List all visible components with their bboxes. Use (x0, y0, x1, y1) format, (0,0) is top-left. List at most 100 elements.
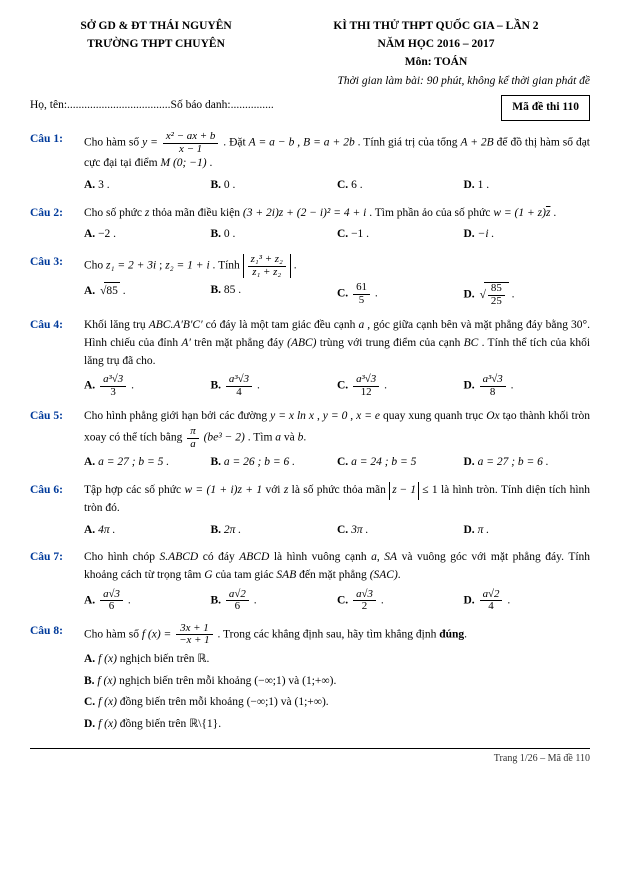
question-3: Câu 3: Cho z₁ = 2 + 3i ; z₂ = 1 + i . Tí… (30, 254, 590, 307)
q7-body: Cho hình chóp S.ABCD có đáy ABCD là hình… (84, 549, 590, 613)
q8-C3: và (278, 696, 295, 708)
q1-y: y = (142, 137, 158, 149)
q1-Bdef: B = a + 2b (303, 137, 355, 149)
q7-SAB: SAB (276, 569, 296, 581)
q8-Bdot: . (333, 675, 336, 687)
q5-B: a = 26 ; b = 6 . (224, 456, 295, 468)
q1-body: Cho hàm số y = x² − ax + bx − 1 . Đặt A … (84, 131, 590, 195)
q8-B3: và (286, 675, 303, 687)
q5-e2: y = 0 (323, 410, 348, 422)
header-left: SỞ GD & ĐT THÁI NGUYÊN TRƯỜNG THPT CHUYÊ… (30, 18, 282, 71)
q4-t1: Khối lăng trụ (84, 319, 149, 331)
q4-Adot: . (128, 380, 134, 392)
q6-A: 4π . (98, 524, 115, 536)
q6-z: z (284, 484, 288, 496)
q8-DR: ℝ\{1} (189, 718, 218, 730)
org-1: SỞ GD & ĐT THÁI NGUYÊN (80, 20, 231, 32)
q8-AR: ℝ (197, 653, 206, 665)
q4-Bd: 4 (226, 387, 252, 398)
q1-A: 3 . (98, 179, 110, 191)
question-1: Câu 1: Cho hàm số y = x² − ax + bx − 1 .… (30, 131, 590, 195)
q2-A: −2 . (98, 228, 116, 240)
q8-B4: (1;+∞) (302, 675, 333, 687)
q6-body: Tập hợp các số phức w = (1 + i)z + 1 với… (84, 482, 590, 539)
q6-absz: z − 1 (389, 482, 419, 500)
q5-t4: . Tìm (248, 432, 276, 444)
q8-Cf: f (x) (98, 696, 117, 708)
q8-dung: đúng (439, 628, 464, 640)
q5-label: Câu 5: (30, 408, 84, 472)
q2-dot: . (550, 207, 556, 219)
q3-A: 85 (104, 282, 120, 301)
q3-label: Câu 3: (30, 254, 84, 307)
q4-ABC: (ABC) (287, 337, 316, 349)
q8-Df: f (x) (98, 718, 117, 730)
q3-t1: Cho (84, 260, 106, 272)
q7-Dd: 4 (480, 601, 503, 612)
q8-fx: f (x) = (142, 628, 171, 640)
q1-dot: . (209, 157, 212, 169)
q6-B: 2π . (224, 524, 241, 536)
q3-body: Cho z₁ = 2 + 3i ; z₂ = 1 + i . Tính z₁³ … (84, 254, 590, 307)
time-note: Thời gian làm bài: 90 phút, không kể thờ… (30, 73, 590, 91)
q1-t1: Cho hàm số (84, 137, 142, 149)
q1-C: 6 . (351, 179, 363, 191)
q6-t1: Tập hợp các số phức (84, 484, 184, 496)
q7-dot: . (398, 569, 401, 581)
q7-t2: có đáy (203, 551, 240, 563)
q2-B: 0 . (224, 228, 236, 240)
q7-t1: Cho hình chóp (84, 551, 160, 563)
q5-pi: π (187, 426, 198, 438)
q7-Cd: 2 (353, 601, 376, 612)
q2-t3: . Tìm phần ảo của số phức (369, 207, 493, 219)
q8-Bf: f (x) (97, 675, 116, 687)
q4-options: A. a³√33 . B. a³√34 . C. a³√312 . D. a³√… (84, 374, 590, 398)
q4-BC: BC (464, 337, 479, 349)
q1-den: x − 1 (163, 144, 218, 155)
q4-Cd: 12 (353, 387, 379, 398)
q1-M: M (0; −1) (160, 157, 206, 169)
title-3: Môn: TOÁN (405, 56, 468, 68)
question-4: Câu 4: Khối lăng trụ ABC.A′B′C′ có đáy l… (30, 317, 590, 398)
q4-Bdot: . (254, 380, 260, 392)
q8-C1: đồng biến trên mỗi khoảng (117, 696, 247, 708)
question-5: Câu 5: Cho hình phẳng giới hạn bởi các đ… (30, 408, 590, 472)
q8-D1: đồng biến trên (117, 718, 189, 730)
q8-B2: (−∞;1) (254, 675, 285, 687)
q5-dot: . (303, 432, 306, 444)
header: SỞ GD & ĐT THÁI NGUYÊN TRƯỜNG THPT CHUYÊ… (30, 18, 590, 71)
q8-A: nghịch biến trên (117, 653, 197, 665)
q1-D: 1 . (478, 179, 490, 191)
q5-D: a = 27 ; b = 6 . (478, 456, 549, 468)
q3-Cd: 5 (353, 295, 370, 306)
q1-label: Câu 1: (30, 131, 84, 195)
q6-options: A. 4π . B. 2π . C. 3π . D. π . (84, 522, 590, 540)
q3-Cdot: . (372, 288, 378, 300)
q6-C: 3π . (351, 524, 368, 536)
q1-t2: . Đặt (223, 137, 248, 149)
q4-t2: có đáy là một tam giác đều cạnh (206, 319, 359, 331)
q8-label: Câu 8: (30, 623, 84, 734)
q1-options: A. 3 . B. 0 . C. 6 . D. 1 . (84, 177, 590, 195)
q7-t5: của tam giác (215, 569, 276, 581)
question-7: Câu 7: Cho hình chóp S.ABCD có đáy ABCD … (30, 549, 590, 613)
q5-body: Cho hình phẳng giới hạn bởi các đường y … (84, 408, 590, 472)
q5-t1: Cho hình phẳng giới hạn bởi các đường (84, 410, 270, 422)
q2-eq: (3 + 2i)z + (2 − i)² = 4 + i (243, 207, 366, 219)
q3-fden: z₁ + z₂ (248, 267, 286, 278)
q1-B: 0 . (224, 179, 236, 191)
q8-den: −x + 1 (176, 635, 212, 646)
q6-w: w = (1 + i)z + 1 (184, 484, 262, 496)
org-2: TRƯỜNG THPT CHUYÊN (87, 38, 225, 50)
exam-code-box: Mã đề thi 110 (501, 95, 590, 121)
q4-Dd: 8 (480, 387, 506, 398)
q2-options: A. −2 . B. 0 . C. −1 . D. −i . (84, 226, 590, 244)
q3-Adot: . (120, 285, 126, 297)
q4-a: a (358, 319, 364, 331)
q2-C: −1 . (351, 228, 369, 240)
q6-t2: với (265, 484, 283, 496)
q4-label: Câu 4: (30, 317, 84, 398)
q6-D: π . (478, 524, 490, 536)
q8-Cdot: . (326, 696, 329, 708)
q8-C2: (−∞;1) (247, 696, 278, 708)
